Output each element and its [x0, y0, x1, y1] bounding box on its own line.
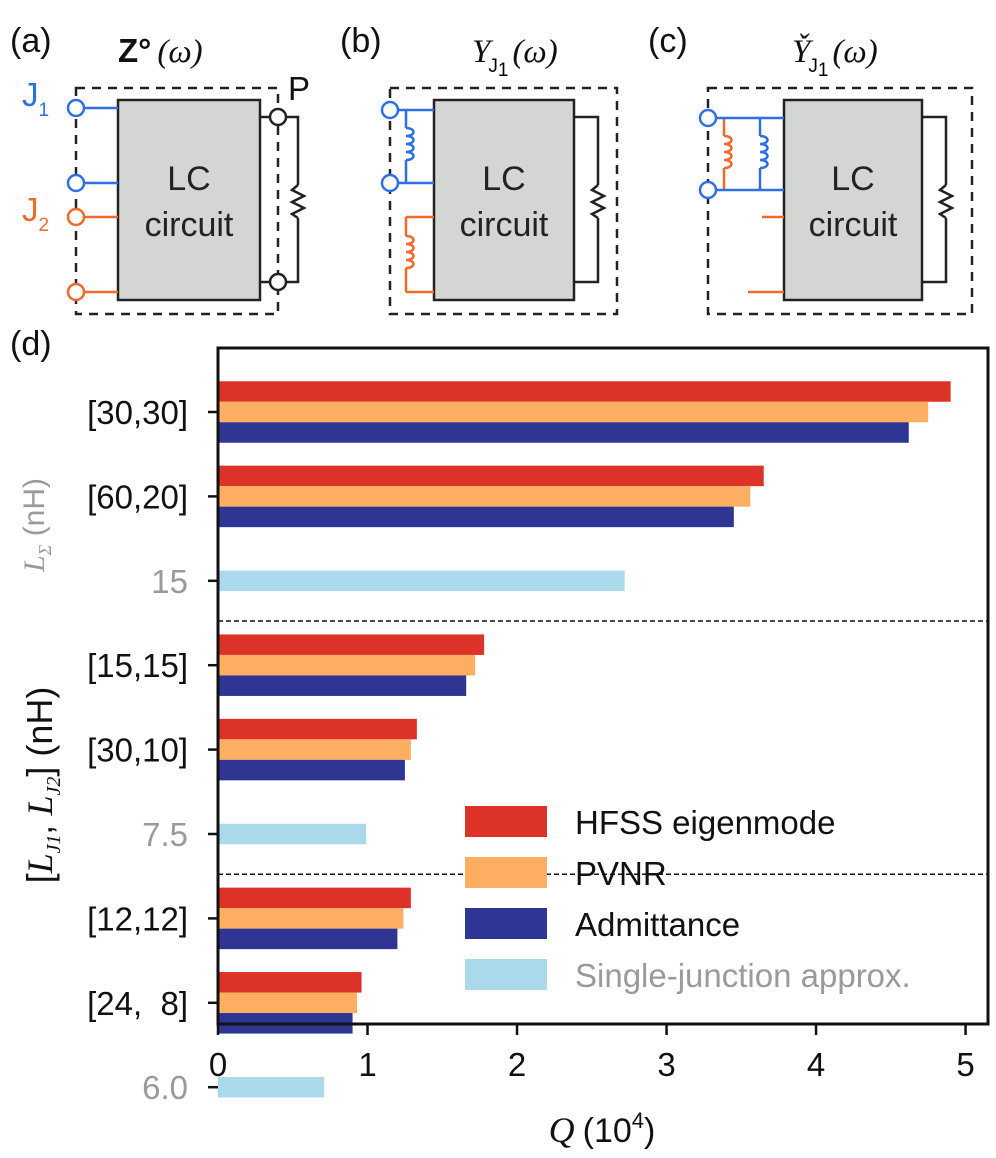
panel-d-letter: (d) — [10, 325, 52, 363]
legend: HFSS eigenmode PVNR Admittance Single-junct… — [465, 804, 911, 994]
panel-c-j1-inductor-icon — [759, 134, 769, 170]
bar-1-hfss-eigenmode — [218, 381, 951, 402]
bars-layer — [218, 381, 951, 1098]
bar-1-pvnr — [218, 401, 929, 423]
legend-label: PVNR — [575, 855, 667, 892]
panel-b-title: YJ1(ω) — [472, 34, 558, 81]
panel-b-probe-branch — [574, 115, 607, 284]
plot-frame — [216, 346, 990, 1026]
panel-c-dashed-boundary — [706, 86, 974, 316]
legend-swatch — [465, 806, 547, 837]
bar-4-admittance — [218, 675, 467, 696]
panel-c-lc-block — [782, 98, 924, 302]
y-tick-label: 6.0 — [142, 1069, 188, 1106]
panel-a-resistor-icon — [289, 184, 307, 220]
x-ticks: 0 1 2 3 4 5 — [209, 1024, 975, 1083]
y-tick-label: [24, 8] — [87, 985, 188, 1022]
panel-a-lc-block — [116, 98, 262, 302]
legend-swatch — [465, 908, 547, 939]
panel-c-resistor-icon — [937, 184, 955, 220]
panel-a-title-arg: (ω) — [157, 34, 202, 70]
y-tick-label: 7.5 — [142, 816, 188, 853]
y-tick-labels: [30,30] [60,20] 15 [15,15] [30,10] 7.5 [12,12]… — [87, 394, 218, 1106]
bar-6-single-junction — [218, 823, 367, 845]
y-tick-label: [30,30] — [87, 394, 188, 431]
panel-b-lc-block — [432, 98, 576, 302]
panel-a-j2-port — [66, 207, 118, 302]
legend-swatch — [465, 857, 547, 888]
panel-b-letter: (b) — [340, 22, 382, 60]
legend-label: Single-junction approx. — [575, 957, 911, 994]
bar-chart: [30,30][60,20]15[15,15][30,10]7.5[12,12]… — [18, 346, 990, 1150]
panel-c-title: Y̌J1(ω) — [792, 33, 878, 81]
panel-a: (a) Z° (ω) LC circuit J1 J2 — [10, 22, 310, 316]
x-tick-label: 3 — [657, 1046, 675, 1083]
y-tick-label: [12,12] — [87, 900, 188, 937]
bar-7-hfss-eigenmode — [218, 887, 411, 909]
panel-a-letter: (a) — [10, 22, 52, 60]
panel-c-letter: (c) — [648, 22, 688, 60]
panel-a-lc-label-2: circuit — [145, 206, 234, 244]
bar-7-pvnr — [218, 908, 404, 929]
panel-c-probe-branch — [922, 115, 955, 284]
legend-label: HFSS eigenmode — [575, 804, 835, 841]
y-axis-title-secondary: LΣ (nH) — [18, 478, 55, 573]
panel-a-j2-label: J2 — [22, 191, 49, 236]
y-tick-label: [30,10] — [87, 732, 188, 769]
bar-5-pvnr — [218, 739, 411, 760]
bar-7-admittance — [218, 928, 398, 950]
panel-b-j1-inductor-icon — [405, 126, 415, 162]
panel-a-probe-label: P — [288, 70, 310, 107]
panel-b-lc-label-2: circuit — [460, 206, 549, 244]
panel-b-lc-label-1: LC — [482, 160, 525, 198]
bar-4-pvnr — [218, 654, 476, 676]
bar-9-single-junction — [218, 1076, 325, 1098]
x-tick-label: 4 — [807, 1046, 825, 1083]
panel-c-lc-label-1: LC — [831, 160, 874, 198]
panel-a-j1-label: J1 — [22, 76, 49, 121]
bar-3-single-junction — [218, 570, 625, 592]
panel-b-resistor-icon — [589, 184, 607, 220]
x-axis-title: Q (104) — [549, 1108, 656, 1150]
panel-c-j2-inductor-icon — [723, 134, 733, 170]
panel-c-lc-label-2: circuit — [809, 206, 898, 244]
panel-a-dashed-boundary — [74, 86, 280, 316]
bar-5-hfss-eigenmode — [218, 718, 417, 740]
bar-1-admittance — [218, 422, 909, 443]
bar-8-hfss-eigenmode — [218, 972, 362, 993]
y-tick-label: [60,20] — [87, 478, 188, 515]
x-tick-label: 0 — [209, 1046, 227, 1083]
bar-2-admittance — [218, 506, 734, 528]
bar-2-pvnr — [218, 486, 751, 507]
panel-c: (c) Y̌J1(ω) LC circuit — [648, 22, 974, 316]
bar-4-hfss-eigenmode — [218, 634, 485, 655]
legend-label: Admittance — [575, 906, 740, 943]
panel-b-dashed-boundary — [388, 86, 619, 316]
panel-a-lc-label-1: LC — [167, 160, 210, 198]
bar-8-pvnr — [218, 992, 358, 1014]
panel-b-j2-branch — [404, 215, 434, 294]
panel-c-j2-inductor — [722, 118, 784, 294]
panel-a-probe-port — [260, 107, 307, 292]
legend-swatch — [465, 959, 547, 990]
bar-5-admittance — [218, 759, 405, 781]
x-tick-label: 1 — [358, 1046, 376, 1083]
group-separators — [218, 620, 988, 875]
panel-b-j1-port — [380, 100, 434, 193]
panel-b: (b) YJ1(ω) LC circuit — [340, 22, 619, 316]
panel-a-title: Z° (ω) — [118, 32, 203, 70]
y-axis-title-main: [LJ1, LJ2] (nH) — [19, 687, 65, 884]
x-tick-label: 5 — [956, 1046, 974, 1083]
panel-a-j1-port — [66, 98, 118, 193]
panel-c-j1-port — [698, 108, 784, 200]
y-tick-label: [15,15] — [87, 647, 188, 684]
bar-2-hfss-eigenmode — [218, 465, 764, 487]
panel-b-j2-inductor-icon — [405, 234, 415, 270]
y-tick-label: 15 — [151, 563, 188, 600]
x-tick-label: 2 — [508, 1046, 526, 1083]
panel-a-title-symbol: Z° — [118, 32, 151, 69]
